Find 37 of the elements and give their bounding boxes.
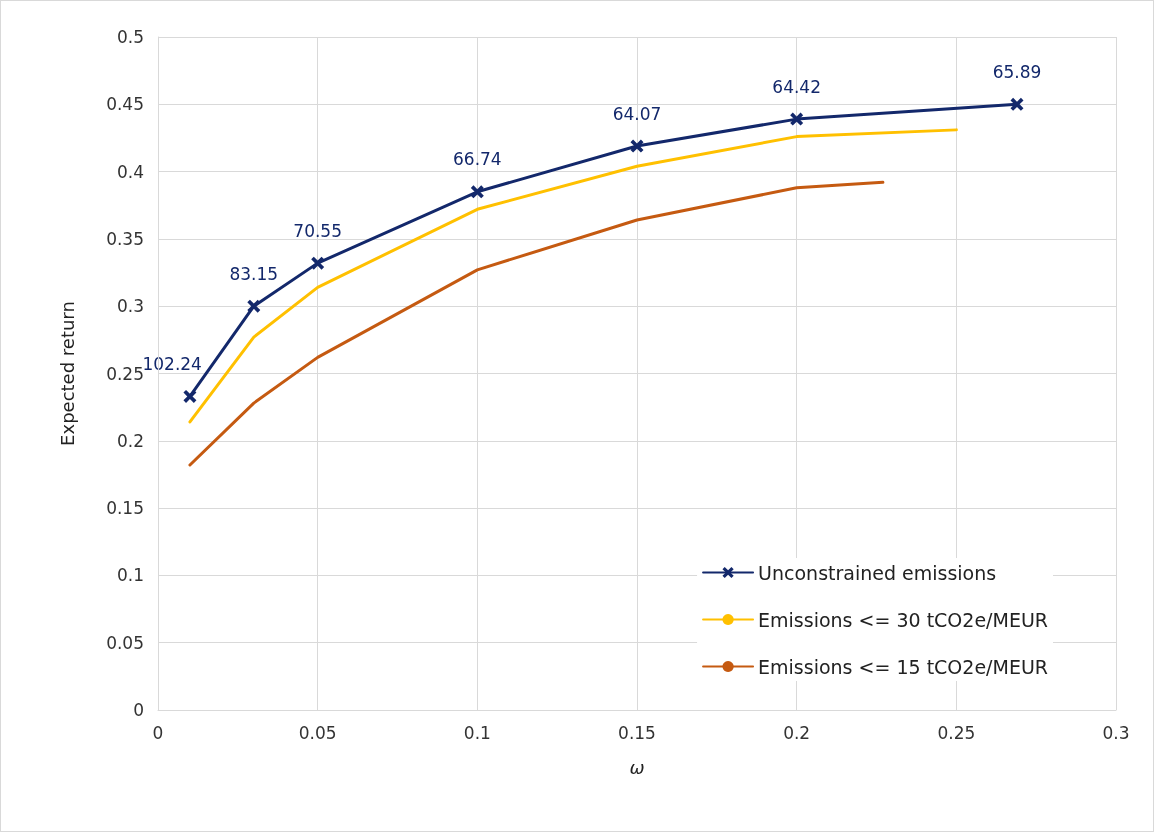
- legend-label: Emissions <= 15 tCO2e/MEUR: [758, 655, 1049, 678]
- y-tick-label: 0.05: [106, 632, 144, 653]
- y-tick-label: 0.3: [116, 296, 144, 317]
- x-tick-label: 0.2: [783, 722, 811, 743]
- y-tick-label: 0.25: [106, 363, 144, 384]
- point: [183, 389, 197, 403]
- point: [470, 185, 484, 199]
- point: [630, 139, 644, 153]
- y-axis-title: Expected return: [56, 301, 78, 446]
- y-tick-label: 0.2: [116, 430, 144, 451]
- y-tick-label: 0.1: [116, 565, 144, 586]
- y-tick-label: 0.4: [116, 161, 144, 182]
- x-tick-label: 0.1: [463, 722, 491, 743]
- annotation: 64.42: [772, 76, 821, 97]
- y-tick-label: 0.15: [106, 498, 144, 519]
- point: [311, 256, 325, 270]
- x-tick-label: 0.3: [1102, 722, 1130, 743]
- point: [790, 112, 804, 126]
- legend-label: Emissions <= 30 tCO2e/MEUR: [758, 608, 1049, 631]
- annotation: 70.55: [293, 220, 342, 241]
- x-tick-label: 0.05: [298, 722, 337, 743]
- annotation: 83.15: [229, 263, 279, 284]
- point: [1010, 97, 1024, 111]
- y-tick-label: 0.45: [106, 94, 144, 115]
- y-tick-label: 0.5: [116, 27, 144, 47]
- annotation: 64.07: [612, 103, 662, 124]
- x-tick-label: 0: [152, 722, 164, 743]
- y-tick-label: 0.35: [106, 228, 144, 249]
- annotation: 102.24: [142, 353, 202, 374]
- point: [247, 299, 261, 313]
- annotation: 65.89: [992, 61, 1042, 82]
- x-axis-title: ω: [629, 756, 645, 778]
- x-tick-label: 0.25: [937, 722, 976, 743]
- legend-label: Unconstrained emissions: [758, 561, 997, 584]
- y-tick-label: 0: [133, 700, 144, 720]
- annotation: 66.74: [453, 149, 502, 170]
- x-tick-label: 0.15: [618, 722, 656, 743]
